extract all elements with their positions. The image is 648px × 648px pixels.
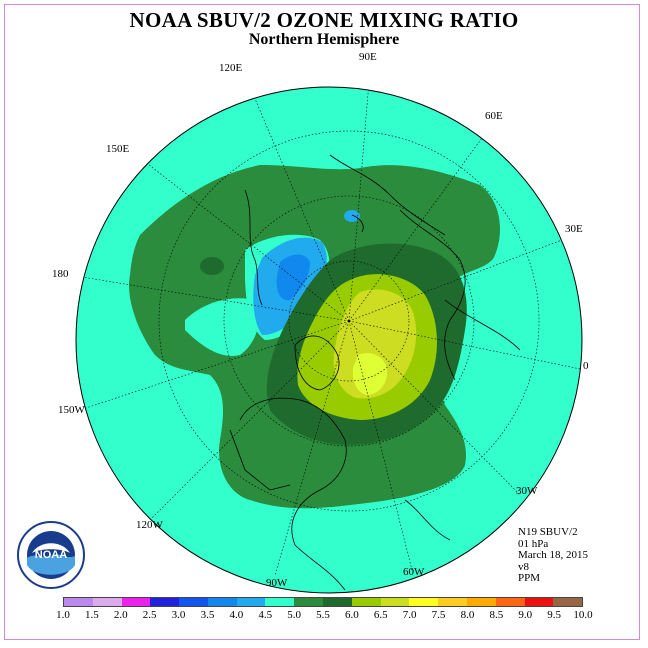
field-5-0-spot	[200, 257, 224, 275]
legend-swatch	[495, 598, 525, 606]
lon-label-90w: 90W	[266, 577, 288, 589]
lon-label-150w: 150W	[58, 404, 85, 416]
lon-label-60e: 60E	[485, 110, 503, 122]
legend-swatch	[380, 598, 410, 606]
info-date: March 18, 2015	[518, 549, 588, 561]
legend-tick-label: 7.0	[402, 609, 417, 621]
legend-tick-label: 6.5	[373, 609, 388, 621]
legend-swatch	[323, 598, 352, 606]
legend-swatch	[150, 598, 180, 606]
field-4-0-small	[344, 210, 360, 222]
info-block: N19 SBUV/2 01 hPa March 18, 2015 v8 PPM	[518, 526, 588, 585]
lon-label-30w: 30W	[516, 485, 538, 497]
lon-label-0: 0	[583, 360, 589, 372]
color-legend	[63, 597, 583, 607]
legend-swatch	[92, 598, 122, 606]
info-units: PPM	[518, 572, 541, 584]
legend-tick-label: 3.5	[200, 609, 215, 621]
legend-swatch	[64, 598, 93, 606]
legend-swatch	[553, 598, 583, 606]
legend-swatch	[294, 598, 324, 606]
field-4-5-bay	[185, 298, 260, 356]
legend-tick-label: 9.5	[547, 609, 561, 621]
legend-swatch	[524, 598, 554, 606]
lon-label-120e: 120E	[219, 62, 243, 74]
info-instrument: N19 SBUV/2	[518, 526, 578, 538]
lon-label-150e: 150E	[106, 143, 130, 155]
legend-swatch	[265, 598, 295, 606]
legend-tick-label: 6.0	[345, 609, 359, 621]
lon-label-60w: 60W	[403, 566, 425, 578]
legend-swatch	[236, 598, 266, 606]
legend-tick-label: 4.5	[258, 609, 273, 621]
legend-swatch	[466, 598, 496, 606]
legend-swatch	[409, 598, 439, 606]
lon-label-120w: 120W	[136, 519, 163, 531]
legend-tick-label: 5.5	[316, 609, 330, 621]
figure-subtitle: Northern Hemisphere	[248, 31, 400, 48]
lon-label-180: 180	[52, 268, 69, 280]
legend-tick-label: 8.0	[460, 609, 475, 621]
coastlines	[229, 154, 521, 591]
figure-title: NOAA SBUV/2 OZONE MIXING RATIO	[129, 8, 519, 32]
figure-frame	[4, 4, 640, 640]
legend-tick-label: 2.0	[113, 609, 128, 621]
legend-tick-label: 8.5	[489, 609, 504, 621]
legend-swatch	[351, 598, 381, 606]
legend-tick-label: 3.0	[171, 609, 186, 621]
logo-text: NOAA	[35, 549, 67, 561]
legend-tick-label: 2.5	[142, 609, 157, 621]
legend-tick-label: 9.0	[518, 609, 533, 621]
legend-tick-label: 4.0	[229, 609, 244, 621]
noaa-logo: NOAA	[17, 521, 85, 589]
legend-swatch	[121, 598, 151, 606]
legend-swatch	[179, 598, 208, 606]
legend-tick-label: 1.0	[56, 609, 70, 621]
lon-label-90e: 90E	[359, 51, 377, 63]
info-level: 01 hPa	[518, 537, 549, 550]
legend-swatch	[438, 598, 467, 606]
legend-tick-label: 1.5	[85, 609, 99, 621]
field-7-0	[352, 353, 388, 395]
legend-swatch	[207, 598, 237, 606]
legend-tick-label: 7.5	[431, 609, 446, 621]
map-boundary	[75, 86, 583, 594]
lon-label-30e: 30E	[565, 223, 583, 235]
legend-tick-label: 10.0	[573, 609, 593, 621]
legend-tick-label: 5.0	[287, 609, 301, 621]
info-version: v8	[518, 560, 529, 573]
graticule	[76, 87, 582, 576]
